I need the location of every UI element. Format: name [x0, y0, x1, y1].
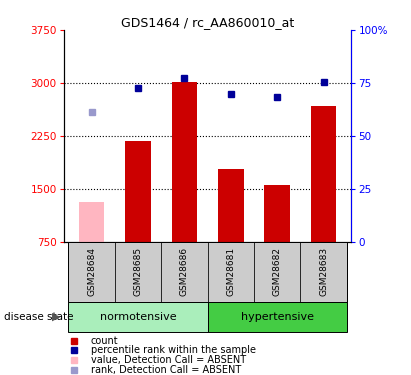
- Text: normotensive: normotensive: [99, 312, 176, 322]
- Text: percentile rank within the sample: percentile rank within the sample: [91, 345, 256, 355]
- Text: GSM28686: GSM28686: [180, 248, 189, 296]
- Text: GSM28684: GSM28684: [87, 248, 96, 296]
- Bar: [79, 202, 104, 242]
- Bar: [125, 141, 151, 242]
- Bar: [68, 242, 115, 302]
- Bar: [115, 242, 161, 302]
- Text: GSM28682: GSM28682: [272, 248, 282, 296]
- Bar: [300, 242, 347, 302]
- Text: value, Detection Call = ABSENT: value, Detection Call = ABSENT: [91, 355, 246, 365]
- Bar: [264, 184, 290, 242]
- Bar: [208, 302, 347, 332]
- Bar: [68, 302, 208, 332]
- Text: hypertensive: hypertensive: [241, 312, 314, 322]
- Bar: [218, 169, 243, 242]
- Text: disease state: disease state: [4, 312, 74, 322]
- Text: count: count: [91, 336, 118, 345]
- Bar: [208, 242, 254, 302]
- Text: rank, Detection Call = ABSENT: rank, Detection Call = ABSENT: [91, 365, 241, 375]
- Text: GSM28683: GSM28683: [319, 248, 328, 296]
- Text: ▶: ▶: [53, 312, 61, 322]
- Text: GSM28685: GSM28685: [134, 248, 143, 296]
- Bar: [254, 242, 300, 302]
- Bar: [172, 81, 197, 242]
- Bar: [311, 106, 336, 242]
- Bar: [161, 242, 208, 302]
- Title: GDS1464 / rc_AA860010_at: GDS1464 / rc_AA860010_at: [121, 16, 294, 29]
- Text: GSM28681: GSM28681: [226, 248, 235, 296]
